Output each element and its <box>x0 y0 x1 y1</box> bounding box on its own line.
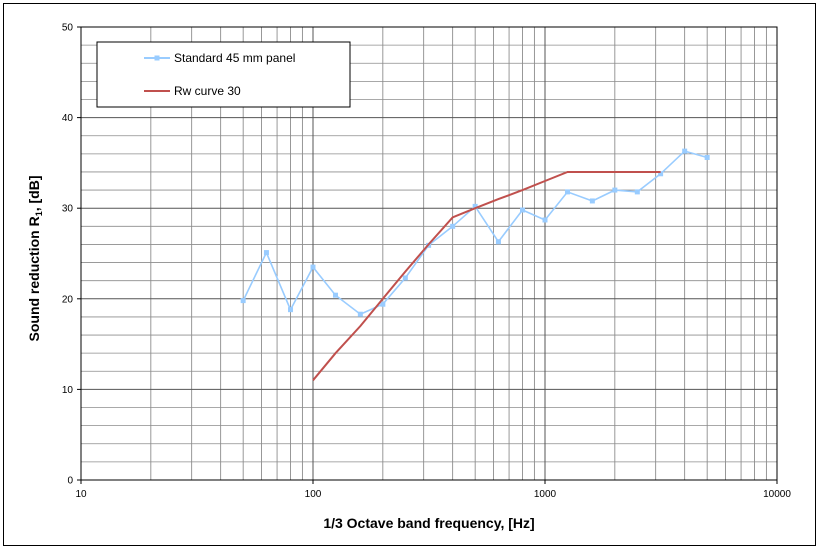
y-axis-title-unit: , [dB] <box>26 176 42 212</box>
data-point <box>682 148 688 154</box>
legend-label: Standard 45 mm panel <box>174 51 295 65</box>
data-point <box>263 250 269 256</box>
y-tick-label: 0 <box>67 476 73 487</box>
y-tick-label: 30 <box>62 204 74 215</box>
y-axis-ticks: 0 10 20 30 40 50 <box>62 23 81 487</box>
series-line <box>312 171 661 381</box>
data-point <box>589 198 595 204</box>
chart-legend: Standard 45 mm panel Rw curve 30 <box>96 41 351 108</box>
series-2 <box>312 171 661 381</box>
data-point <box>380 301 386 307</box>
data-point <box>240 298 246 304</box>
data-point <box>564 189 570 195</box>
minor-gridlines <box>81 27 777 480</box>
data-point <box>288 307 294 313</box>
x-axis-ticks: 10 100 1000 10000 <box>75 480 791 500</box>
x-tick-label: 100 <box>305 489 322 500</box>
y-tick-label: 10 <box>62 385 74 396</box>
x-tick-label: 1000 <box>534 489 557 500</box>
data-point <box>612 187 618 193</box>
x-tick-label: 10000 <box>763 489 791 500</box>
data-point <box>634 189 640 195</box>
x-axis-title: 1/3 Octave band frequency, [Hz] <box>323 515 534 531</box>
legend-box <box>96 41 351 108</box>
data-point <box>520 207 526 213</box>
data-point <box>658 171 664 177</box>
y-tick-label: 50 <box>62 23 74 34</box>
data-point <box>472 203 478 209</box>
series-layer <box>240 148 710 381</box>
legend-marker <box>154 55 160 61</box>
y-tick-label: 40 <box>62 113 74 124</box>
data-point <box>332 292 338 298</box>
y-axis-title-main: Sound reduction R <box>26 216 42 341</box>
series-1 <box>240 148 710 317</box>
data-point <box>310 264 316 270</box>
data-point <box>495 239 501 245</box>
plot-area-border <box>80 26 778 481</box>
x-tick-label: 10 <box>75 489 87 500</box>
data-point <box>357 311 363 317</box>
data-point <box>450 223 456 229</box>
y-axis-title-subscript: 1 <box>34 211 44 216</box>
y-tick-label: 20 <box>62 294 74 305</box>
chart-frame <box>3 3 816 546</box>
y-axis-title: Sound reduction R1, [dB] <box>26 176 44 342</box>
data-point <box>542 217 548 223</box>
data-point <box>704 154 710 160</box>
legend-label: Rw curve 30 <box>174 84 241 98</box>
legend-item: Rw curve 30 <box>144 84 241 98</box>
data-point <box>402 275 408 281</box>
legend-item: Standard 45 mm panel <box>144 51 295 65</box>
